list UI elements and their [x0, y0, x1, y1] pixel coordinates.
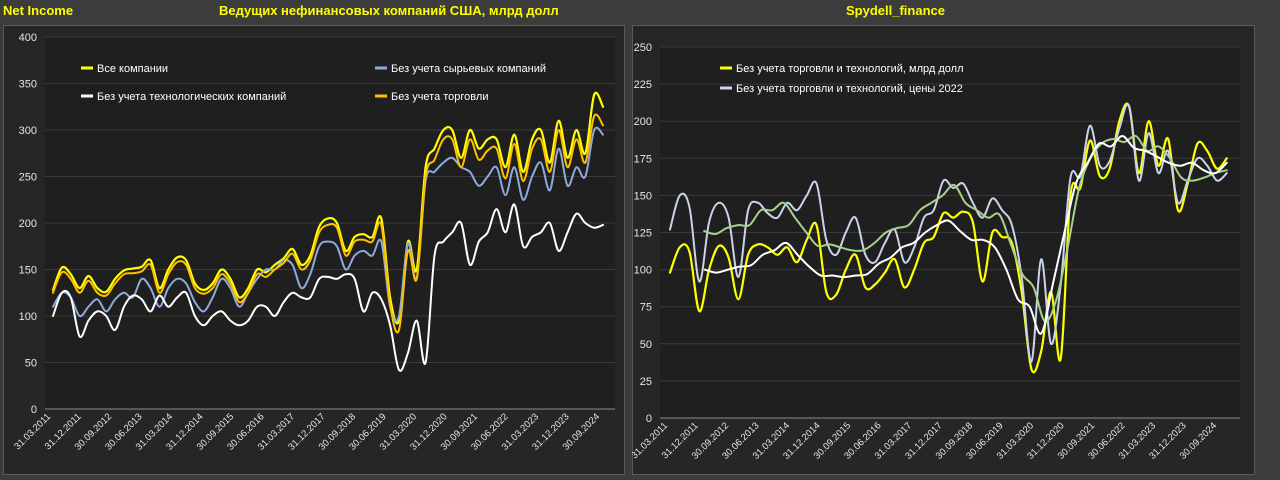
y-tick-label: 350 [19, 79, 37, 91]
left-header-label: Net Income [3, 3, 74, 18]
series-line-3 [703, 134, 1228, 323]
series-line-4 [703, 135, 1228, 335]
y-tick-label: 225 [634, 79, 652, 91]
y-tick-label: 250 [19, 172, 37, 184]
series-line-2 [669, 103, 1228, 363]
y-tick-label: 0 [31, 404, 37, 416]
y-tick-label: 100 [634, 265, 652, 277]
y-tick-label: 150 [19, 265, 37, 277]
y-tick-label: 25 [640, 376, 652, 388]
legend-label: Без учета технологических компаний [97, 91, 286, 103]
legend-label: Без учета торговли [391, 91, 488, 103]
y-tick-label: 0 [646, 413, 652, 425]
y-tick-label: 100 [19, 311, 37, 323]
right-chart-panel: 0 25 50 75 100 125 150 175 200 225 250 31.03.2011 31… [629, 25, 1255, 475]
right-chart: 025507510012515017520022525031.03.201131… [629, 25, 1255, 475]
legend-label: Без учета сырьевых компаний [391, 63, 546, 75]
y-tick-label: 400 [19, 32, 37, 44]
y-tick-label: 50 [640, 339, 652, 351]
legend-label: Все компании [97, 63, 168, 75]
y-tick-label: 175 [634, 153, 652, 165]
y-tick-label: 125 [634, 228, 652, 240]
series-line-3 [52, 203, 604, 372]
left-header-title: Ведущих нефинансовых компаний США, млрд … [219, 3, 559, 18]
left-chart: 05010015020025030035040031.03.201131.12.… [3, 25, 625, 475]
y-tick-label: 300 [19, 125, 37, 137]
right-header-title: Spydell_finance [846, 3, 945, 18]
series-line-1 [51, 91, 605, 325]
series-line-4 [52, 113, 604, 334]
left-chart-panel: 0 50 100 150 200 250 300 350 400 31.03.2011 31.12.… [3, 25, 625, 475]
legend-label: Без учета торговли и технологий, цены 20… [736, 83, 963, 95]
y-tick-label: 50 [25, 358, 37, 370]
series-line-2 [52, 126, 604, 322]
y-tick-label: 200 [19, 218, 37, 230]
y-tick-label: 75 [640, 302, 652, 314]
y-tick-label: 150 [634, 190, 652, 202]
y-tick-label: 200 [634, 116, 652, 128]
y-tick-label: 250 [634, 42, 652, 54]
legend-label: Без учета торговли и технологий, млрд до… [736, 63, 963, 75]
